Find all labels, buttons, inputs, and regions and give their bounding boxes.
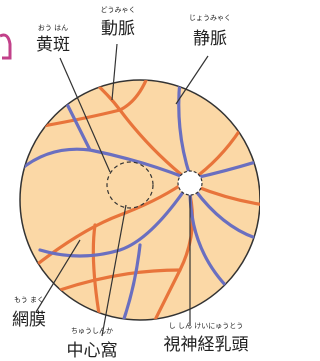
ruby: どうみゃく bbox=[101, 6, 136, 14]
ruby: じょうみゃく bbox=[189, 14, 231, 22]
ruby: もう まく bbox=[14, 296, 44, 304]
optic-disc bbox=[178, 171, 202, 195]
label: 網膜 bbox=[12, 310, 46, 330]
label: 動脈 bbox=[101, 19, 135, 39]
label: 中心窩 bbox=[67, 341, 118, 361]
label: 黄斑 bbox=[36, 35, 70, 55]
ruby: ちゅうしんか bbox=[71, 327, 113, 335]
ruby: し しん けいにゅうとう bbox=[169, 322, 243, 330]
ruby: おう はん bbox=[38, 24, 68, 32]
cropped-heading bbox=[0, 35, 10, 58]
label: 視神経乳頭 bbox=[164, 335, 249, 355]
label: 静脈 bbox=[193, 29, 227, 49]
retina-diagram: おう はん 黄斑 どうみゃく 動脈 じょうみゃく 静脈 もう まく 網膜 ちゅう… bbox=[0, 0, 260, 361]
